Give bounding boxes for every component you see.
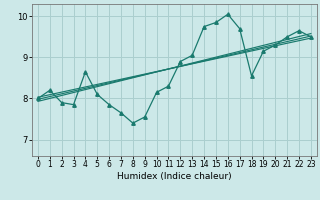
X-axis label: Humidex (Indice chaleur): Humidex (Indice chaleur) — [117, 172, 232, 181]
